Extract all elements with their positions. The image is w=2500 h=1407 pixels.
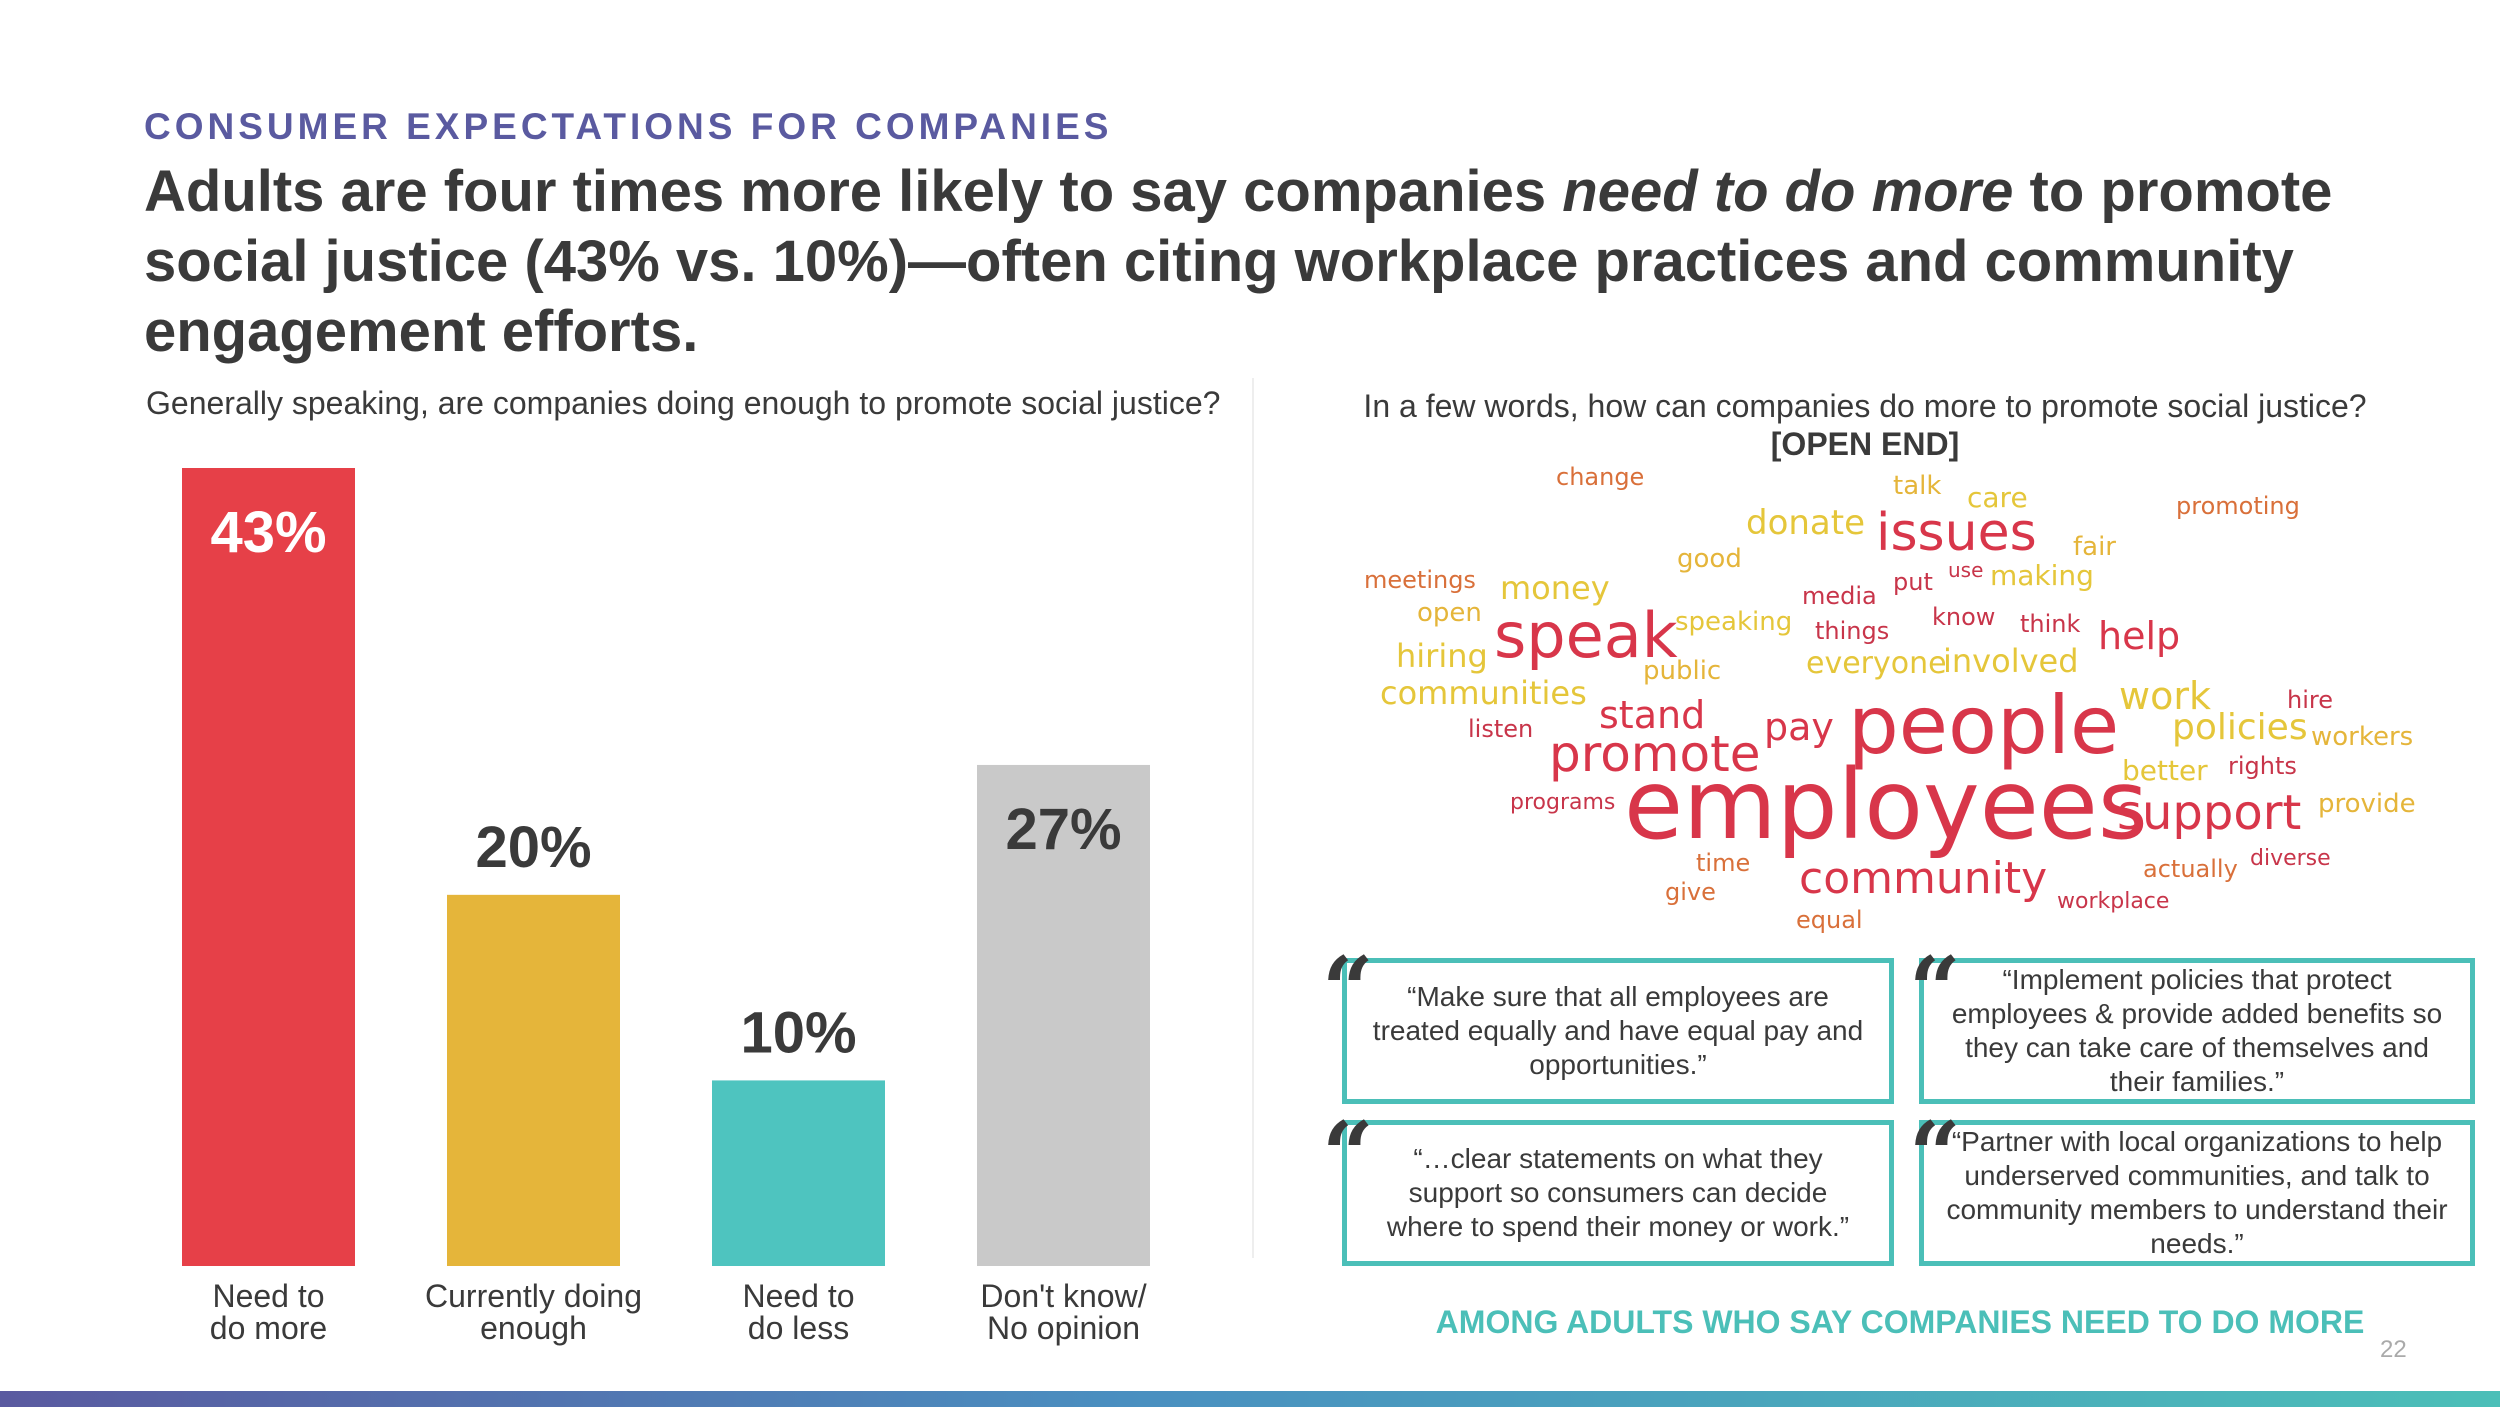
quote-text-1: “Implement policies that protect employe… bbox=[1951, 964, 2443, 1097]
cloud-word-give: give bbox=[1665, 878, 1716, 906]
cloud-word-use: use bbox=[1948, 558, 1984, 582]
cloud-word-donate: donate bbox=[1746, 503, 1866, 543]
cloud-word-fair: fair bbox=[2073, 532, 2116, 562]
category-label-2: Need to do less bbox=[742, 1278, 854, 1346]
quote-box-2: “…clear statements on what they support … bbox=[1342, 1120, 1894, 1266]
cloud-word-equal: equal bbox=[1796, 906, 1863, 934]
cloud-word-rights: rights bbox=[2228, 752, 2297, 780]
bar-3 bbox=[977, 764, 1150, 1266]
right-question-text: In a few words, how can companies do mor… bbox=[1363, 388, 2367, 424]
cloud-word-actually: actually bbox=[2143, 855, 2238, 883]
bar-2 bbox=[712, 1080, 885, 1266]
quote-mark-icon: “ bbox=[1909, 937, 1961, 1043]
cloud-word-meetings: meetings bbox=[1364, 566, 1476, 594]
bottom-gradient-bar bbox=[0, 1391, 2500, 1407]
cloud-word-think: think bbox=[2020, 610, 2081, 638]
bar-0 bbox=[182, 468, 355, 1266]
cloud-word-employees: employees bbox=[1624, 749, 2148, 861]
category-label-1: Currently doing enough bbox=[425, 1278, 642, 1346]
cloud-word-good: good bbox=[1677, 544, 1742, 574]
cloud-word-help: help bbox=[2098, 614, 2181, 658]
quote-mark-icon: “ bbox=[1322, 1102, 1374, 1208]
page-headline: Adults are four times more likely to say… bbox=[144, 157, 2404, 367]
quote-text-3: “Partner with local organizations to hel… bbox=[1946, 1126, 2448, 1259]
cloud-word-workers: workers bbox=[2311, 722, 2414, 752]
quote-box-1: “Implement policies that protect employe… bbox=[1919, 958, 2475, 1104]
bar-chart: 43% Need to do more 20% Currently doing enoug… bbox=[182, 468, 1150, 1346]
bar-1 bbox=[447, 894, 620, 1266]
cloud-word-issues: issues bbox=[1876, 503, 2037, 563]
cloud-word-work: work bbox=[2119, 674, 2211, 718]
open-end-tag: [OPEN END] bbox=[1770, 426, 1960, 462]
cloud-word-know: know bbox=[1932, 603, 1996, 631]
cloud-word-communities: communities bbox=[1380, 674, 1587, 712]
headline-part2: to promote social justice (43% vs. 10%)—… bbox=[144, 159, 2333, 364]
cloud-word-care: care bbox=[1967, 481, 2028, 514]
cloud-word-better: better bbox=[2122, 754, 2208, 787]
cloud-word-hire: hire bbox=[2287, 686, 2333, 714]
cloud-word-hiring: hiring bbox=[1396, 637, 1488, 675]
quote-mark-icon: “ bbox=[1909, 1102, 1961, 1208]
cloud-word-involved: involved bbox=[1943, 642, 2079, 680]
cloud-word-media: media bbox=[1802, 582, 1877, 610]
headline-part1: Adults are four times more likely to say… bbox=[144, 159, 1563, 224]
cloud-word-diverse: diverse bbox=[2250, 846, 2331, 871]
cloud-word-everyone: everyone bbox=[1806, 646, 1947, 681]
cloud-word-workplace: workplace bbox=[2057, 889, 2170, 914]
cloud-word-put: put bbox=[1893, 568, 1933, 596]
cloud-word-promoting: promoting bbox=[2176, 492, 2300, 520]
among-label: AMONG ADULTS WHO SAY COMPANIES NEED TO D… bbox=[1435, 1304, 2365, 1340]
cloud-word-programs: programs bbox=[1510, 790, 1616, 815]
quote-box-0: “Make sure that all employees are treate… bbox=[1342, 958, 1894, 1104]
cloud-word-speaking: speaking bbox=[1675, 607, 1793, 637]
section-eyebrow: CONSUMER EXPECTATIONS FOR COMPANIES bbox=[144, 106, 1113, 147]
section-divider bbox=[1252, 378, 1254, 1258]
cloud-word-support: support bbox=[2117, 785, 2302, 841]
quote-box-3: “Partner with local organizations to hel… bbox=[1919, 1120, 2475, 1266]
bar-value-label-3: 27% bbox=[1005, 797, 1121, 862]
cloud-word-speak: speak bbox=[1494, 599, 1678, 672]
bar-value-label-0: 43% bbox=[210, 500, 326, 565]
right-question: In a few words, how can companies do mor… bbox=[1330, 387, 2400, 463]
cloud-word-making: making bbox=[1990, 559, 2094, 592]
cloud-word-promote: promote bbox=[1549, 725, 1761, 783]
cloud-word-open: open bbox=[1417, 598, 1482, 628]
cloud-word-provide: provide bbox=[2318, 789, 2416, 819]
quote-mark-icon: “ bbox=[1322, 937, 1374, 1043]
bar-value-label-1: 20% bbox=[475, 815, 591, 880]
cloud-word-listen: listen bbox=[1468, 715, 1534, 743]
cloud-word-people: people bbox=[1848, 679, 2120, 772]
quote-text-2: “…clear statements on what they support … bbox=[1386, 1143, 1850, 1242]
cloud-word-time: time bbox=[1696, 849, 1751, 877]
left-question: Generally speaking, are companies doing … bbox=[146, 385, 1221, 421]
cloud-word-community: community bbox=[1799, 853, 2048, 904]
cloud-word-talk: talk bbox=[1893, 471, 1942, 501]
cloud-word-stand: stand bbox=[1599, 693, 1706, 737]
cloud-word-pay: pay bbox=[1764, 705, 1834, 749]
page-number: 22 bbox=[2380, 1336, 2407, 1363]
bar-value-label-2: 10% bbox=[740, 1000, 856, 1065]
cloud-word-policies: policies bbox=[2172, 707, 2308, 748]
cloud-word-things: things bbox=[1815, 617, 1890, 645]
cloud-word-money: money bbox=[1500, 569, 1610, 607]
quote-text-0: “Make sure that all employees are treate… bbox=[1372, 981, 1864, 1080]
category-label-3: Don't know/No opinion bbox=[980, 1278, 1146, 1346]
category-label-0: Need to do more bbox=[210, 1278, 327, 1346]
headline-emphasis: need to do more bbox=[1562, 159, 2014, 224]
cloud-word-public: public bbox=[1643, 656, 1722, 686]
cloud-word-change: change bbox=[1556, 463, 1645, 491]
